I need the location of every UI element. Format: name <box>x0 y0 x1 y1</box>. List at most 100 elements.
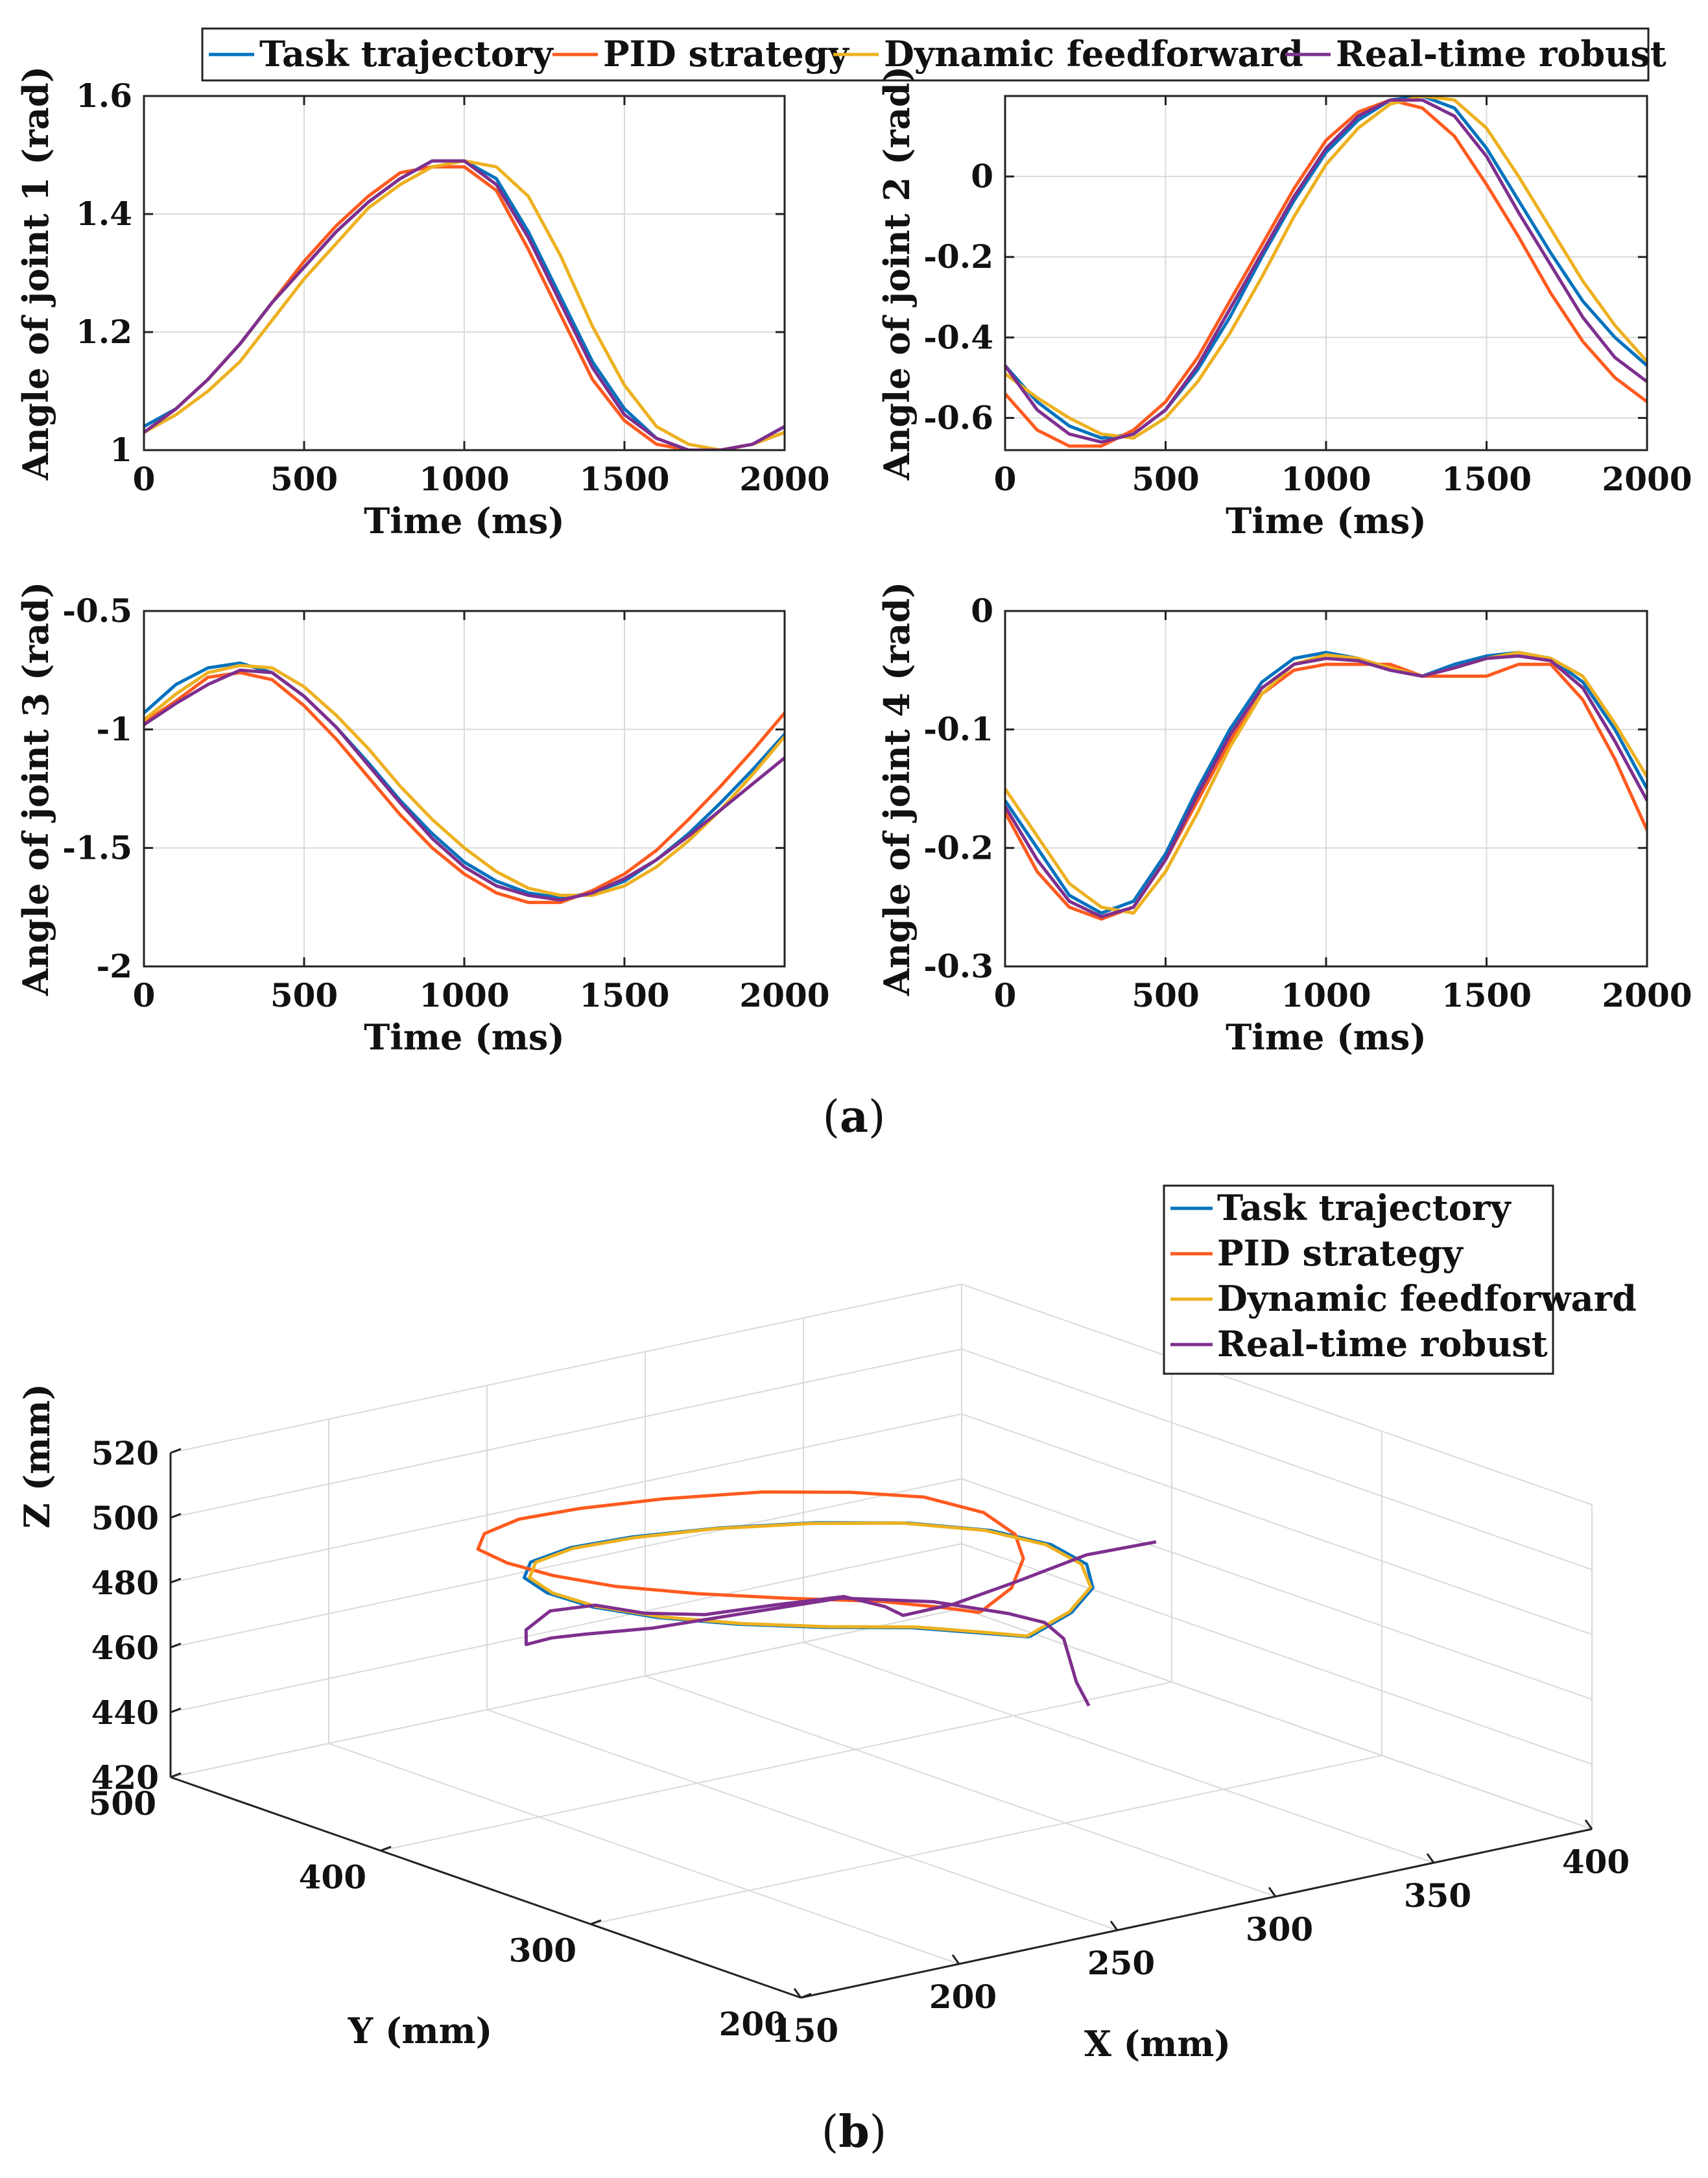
legend-top-dff-label: Dynamic feedforward <box>884 33 1303 75</box>
x-tick-label: 1000 <box>419 460 509 498</box>
z-tick-label: 460 <box>91 1629 159 1667</box>
x-axis-label: Time (ms) <box>364 1016 565 1058</box>
y-tick-label: -0.3 <box>923 947 993 985</box>
x-tick-label: 1000 <box>1281 976 1371 1014</box>
x-tick-label: 1500 <box>1441 976 1532 1014</box>
x-tick-label: 500 <box>270 460 338 498</box>
x-tick-label: 1500 <box>579 460 669 498</box>
floor-grid-x <box>486 1709 1118 1931</box>
y-axis-label: Angle of joint 1 (rad) <box>15 66 56 481</box>
x-tick-mark <box>1426 1853 1435 1863</box>
floor-grid-x <box>803 1642 1434 1863</box>
y-tick-label: -0.6 <box>923 398 993 437</box>
y-tick-label: -0.1 <box>923 710 993 748</box>
y-tick-label: 1 <box>110 431 132 469</box>
series-line-3d-task <box>522 1521 1095 1639</box>
y-tick-mark <box>170 1772 182 1778</box>
panel-joint2: 0 500 1000 1500 2000 -0.6 -0.4 -0.2 0 Time (ms) An… <box>876 66 1692 542</box>
series-line-rtr <box>144 668 785 902</box>
x-tick-label: 500 <box>1132 460 1199 498</box>
y-axis-label: Angle of joint 4 (rad) <box>876 582 918 996</box>
y-tick-label: 300 <box>509 1932 576 1970</box>
z-tick-label: 480 <box>91 1564 159 1602</box>
y-tick-label: 1.4 <box>76 195 132 233</box>
y-tick-label: 0 <box>971 157 993 195</box>
x-tick-label: 500 <box>1132 976 1199 1014</box>
x-tick-label: 1000 <box>419 976 509 1014</box>
x-tick-mark <box>1584 1819 1593 1830</box>
y-tick-label: -1 <box>96 710 132 748</box>
y-axis-label: Angle of joint 3 (rad) <box>15 582 56 996</box>
x-axis-label: Time (ms) <box>1226 1016 1427 1058</box>
z-tick-mark <box>170 1513 182 1519</box>
y-tick-label: -0.2 <box>923 828 993 867</box>
y-tick-label: 0 <box>971 592 993 630</box>
floor-grid-x <box>645 1675 1276 1897</box>
x-tick-mark <box>951 1954 960 1965</box>
wall-y-grid-z <box>170 1478 962 1648</box>
panel-joint4: 0 500 1000 1500 2000 -0.3 -0.2 -0.1 0 Time (ms) An… <box>876 582 1692 1058</box>
x-tick-label: 2000 <box>739 460 829 498</box>
x-tick-label: 0 <box>994 976 1017 1014</box>
wall-x-grid-z <box>961 1348 1593 1570</box>
x-tick-label: 2000 <box>1602 976 1692 1014</box>
floor-grid-y <box>590 1754 1382 1925</box>
legend-top-box <box>201 27 1650 82</box>
x-tick-label: 2000 <box>739 976 829 1014</box>
x-axis-label: Time (ms) <box>1226 500 1427 542</box>
legend-top: Task trajectory PID strategy Dynamic fee… <box>201 27 1666 82</box>
wall-x-grid-z <box>961 1608 1593 1830</box>
y-axis-label: Y (mm) <box>348 2010 493 2052</box>
series-line-3d-rtr <box>524 1540 1157 1707</box>
legend-3d-pid-label: PID strategy <box>1217 1232 1464 1274</box>
x-axis-line <box>800 1828 1593 1999</box>
series-line-rtr <box>1005 98 1647 444</box>
panel-task-space-3d: 4204404604805005202003004005001502002503… <box>16 1284 1630 2064</box>
floor-grid-x <box>328 1743 960 1965</box>
series-line-dff <box>1005 96 1647 440</box>
x-tick-label: 400 <box>1562 1843 1630 1881</box>
y-tick-label: 200 <box>719 2005 787 2043</box>
x-axis-label: Time (ms) <box>364 500 565 542</box>
x-tick-label: 200 <box>929 1978 997 2016</box>
x-tick-label: 300 <box>1246 1910 1313 1948</box>
x-tick-label: 1500 <box>579 976 669 1014</box>
y-tick-mark <box>800 1993 812 1999</box>
y-tick-label: -1.5 <box>62 828 132 867</box>
legend-top-task-label: Task trajectory <box>259 33 554 75</box>
panel-joint3: 0 500 1000 1500 2000 -2 -1.5 -1 -0.5 Time (ms) Ang… <box>15 582 830 1058</box>
x-tick-mark <box>793 1988 802 1998</box>
legend-3d: Task trajectory PID strategy Dynamic fee… <box>1163 1184 1637 1375</box>
wall-x-grid-z <box>961 1543 1593 1765</box>
legend-3d-dff-label: Dynamic feedforward <box>1217 1278 1637 1319</box>
x-tick-label: 0 <box>133 976 156 1014</box>
legend-top-pid-label: PID strategy <box>603 33 849 75</box>
floor-grid-y <box>380 1681 1172 1852</box>
caption-b: (b) <box>822 2106 887 2158</box>
y-tick-label: 400 <box>299 1858 366 1896</box>
y-tick-label: 500 <box>89 1784 156 1823</box>
x-tick-label: 500 <box>270 976 338 1014</box>
legend-3d-rtr-label: Real-time robust <box>1217 1323 1548 1365</box>
x-tick-label: 0 <box>133 460 156 498</box>
series-line-3d-pid <box>476 1490 1025 1614</box>
x-tick-label: 1500 <box>1441 460 1532 498</box>
z-tick-mark <box>170 1642 182 1649</box>
wall-y-grid-z <box>170 1608 962 1778</box>
z-tick-label: 500 <box>91 1499 159 1537</box>
wall-y-grid-z <box>170 1543 962 1713</box>
x-tick-label: 150 <box>771 2011 838 2050</box>
x-tick-label: 0 <box>994 460 1017 498</box>
x-axis-label: X (mm) <box>1084 2023 1231 2064</box>
wall-x-grid-z <box>961 1478 1593 1700</box>
z-tick-mark <box>170 1577 182 1584</box>
x-tick-label: 250 <box>1087 1944 1155 1982</box>
y-axis-label: Angle of joint 2 (rad) <box>876 66 918 481</box>
series-line-pid <box>144 671 785 904</box>
y-axis-line <box>170 1776 801 1999</box>
wall-x-grid-z <box>961 1413 1593 1635</box>
panel-joint1: 0 500 1000 1500 2000 1 1.2 1.4 1.6 Time (ms) Angle… <box>15 66 830 542</box>
y-tick-mark <box>380 1845 392 1852</box>
y-tick-label: -0.4 <box>923 318 993 356</box>
x-tick-mark <box>1268 1887 1277 1897</box>
